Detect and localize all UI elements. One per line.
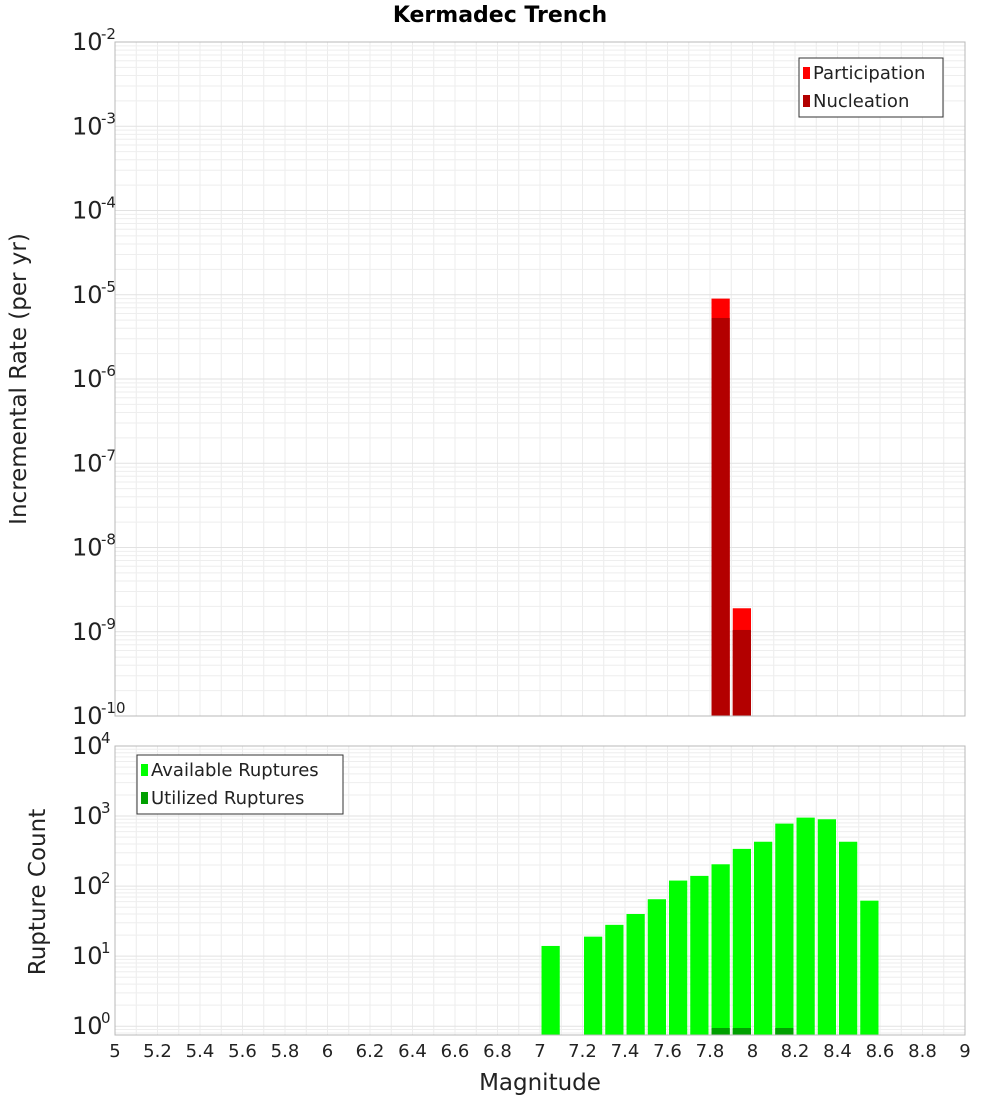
- count-bar-available-ruptures: [690, 875, 709, 1035]
- x-tick-label: 7.4: [611, 1041, 640, 1062]
- count-y-tick-exponent: 1: [101, 939, 111, 957]
- count-y-tick-base: 10: [72, 732, 103, 760]
- chart-title: Kermadec Trench: [393, 3, 607, 28]
- x-tick-label: 5.4: [186, 1041, 215, 1062]
- count-y-tick-exponent: 3: [101, 799, 111, 817]
- count-bar-available-ruptures: [584, 936, 603, 1035]
- count-bar-available-ruptures: [541, 945, 560, 1035]
- count-bar-utilized-ruptures: [775, 1028, 794, 1035]
- rate-y-axis-label: Incremental Rate (per yr): [6, 233, 32, 525]
- rate-panel: 10-210-310-410-510-610-710-810-910-10 In…: [6, 25, 966, 730]
- count-bar-available-ruptures: [669, 880, 688, 1035]
- rate-y-tick-base: 10: [72, 281, 103, 309]
- rate-legend: Participation Nucleation: [798, 57, 944, 118]
- x-tick-label: 6.4: [398, 1041, 427, 1062]
- legend-label-nucleation: Nucleation: [813, 91, 909, 112]
- rate-y-tick-base: 10: [72, 618, 103, 646]
- rate-y-tick-exponent: -8: [101, 531, 116, 549]
- count-y-tick-exponent: 4: [101, 729, 111, 747]
- x-tick-label: 8.4: [823, 1041, 852, 1062]
- rate-y-tick-base: 10: [72, 28, 103, 56]
- rate-y-tick-base: 10: [72, 197, 103, 225]
- count-bar-available-ruptures: [754, 841, 773, 1035]
- count-y-tick-base: 10: [72, 1012, 103, 1040]
- count-bar-available-ruptures: [796, 817, 815, 1035]
- count-y-tick-base: 10: [72, 942, 103, 970]
- rate-y-tick-exponent: -2: [101, 25, 116, 43]
- count-bar-available-ruptures: [775, 823, 794, 1035]
- count-bar-utilized-ruptures: [732, 1028, 751, 1035]
- x-tick-label: 8.2: [781, 1041, 810, 1062]
- rate-y-tick-exponent: -6: [101, 362, 116, 380]
- count-legend-box: [136, 754, 344, 815]
- x-tick-label: 7.8: [696, 1041, 725, 1062]
- legend-label-available: Available Ruptures: [151, 760, 319, 781]
- rate-y-tick-exponent: -5: [101, 278, 116, 296]
- rate-grid: [115, 42, 965, 716]
- count-y-tick-exponent: 0: [101, 1009, 111, 1027]
- x-tick-label: 9: [959, 1041, 970, 1062]
- count-bars: [541, 817, 879, 1035]
- rate-y-tick-exponent: -10: [101, 699, 126, 717]
- count-bar-available-ruptures: [817, 819, 836, 1035]
- rate-y-tick-base: 10: [72, 112, 103, 140]
- count-legend: Available Ruptures Utilized Ruptures: [136, 754, 344, 815]
- x-tick-label: 8.8: [908, 1041, 937, 1062]
- x-tick-label: 6: [322, 1041, 333, 1062]
- legend-label-utilized: Utilized Ruptures: [151, 788, 304, 809]
- count-bar-available-ruptures: [647, 899, 666, 1035]
- x-tick-label: 6.8: [483, 1041, 512, 1062]
- rate-y-tick-exponent: -7: [101, 446, 116, 464]
- rate-bar-nucleation: [732, 629, 751, 716]
- x-tick-label: 7.6: [653, 1041, 682, 1062]
- rate-legend-box: [798, 57, 944, 118]
- rate-bar-nucleation: [711, 317, 730, 716]
- legend-swatch-participation: [803, 67, 810, 79]
- count-y-tick-base: 10: [72, 872, 103, 900]
- x-tick-label: 5.8: [271, 1041, 300, 1062]
- count-y-axis-label: Rupture Count: [25, 809, 51, 975]
- legend-swatch-available: [141, 764, 148, 776]
- count-bar-available-ruptures: [626, 914, 645, 1035]
- legend-swatch-nucleation: [803, 95, 810, 107]
- rate-y-ticks: 10-210-310-410-510-610-710-810-910-10: [72, 25, 126, 730]
- rate-y-tick-base: 10: [72, 702, 103, 730]
- x-tick-label: 5.6: [228, 1041, 257, 1062]
- x-tick-label: 7.2: [568, 1041, 597, 1062]
- count-bar-available-ruptures: [732, 848, 751, 1035]
- x-tick-label: 6.6: [441, 1041, 470, 1062]
- rate-y-tick-base: 10: [72, 534, 103, 562]
- count-bar-available-ruptures: [839, 841, 858, 1035]
- count-y-tick-base: 10: [72, 802, 103, 830]
- rate-bars: [711, 298, 751, 716]
- rate-y-tick-base: 10: [72, 449, 103, 477]
- count-plot-frame: [114, 745, 966, 1036]
- count-bar-available-ruptures: [711, 864, 730, 1035]
- x-tick-label: 5: [109, 1041, 120, 1062]
- count-bar-utilized-ruptures: [711, 1028, 730, 1035]
- count-bar-available-ruptures: [860, 900, 879, 1035]
- x-tick-labels: 5 5.2 5.4 5.6 5.8 6 6.2 6.4 6.6 6.8 7 7.2 7.4 7.6 7.8 8…: [109, 1041, 970, 1062]
- count-bar-available-ruptures: [605, 924, 624, 1035]
- rate-y-tick-exponent: -3: [101, 109, 116, 127]
- x-tick-label: 7: [534, 1041, 545, 1062]
- x-tick-label: 5.2: [143, 1041, 172, 1062]
- rate-y-tick-base: 10: [72, 365, 103, 393]
- rate-y-tick-exponent: -9: [101, 615, 116, 633]
- legend-swatch-utilized: [141, 792, 148, 804]
- rate-plot-frame: [114, 41, 966, 717]
- x-tick-label: 8: [747, 1041, 758, 1062]
- count-y-tick-exponent: 2: [101, 869, 111, 887]
- x-tick-label: 8.6: [866, 1041, 895, 1062]
- rate-y-tick-exponent: -4: [101, 194, 116, 212]
- x-axis-label: Magnitude: [479, 1070, 601, 1096]
- legend-label-participation: Participation: [813, 63, 925, 84]
- x-tick-label: 6.2: [356, 1041, 385, 1062]
